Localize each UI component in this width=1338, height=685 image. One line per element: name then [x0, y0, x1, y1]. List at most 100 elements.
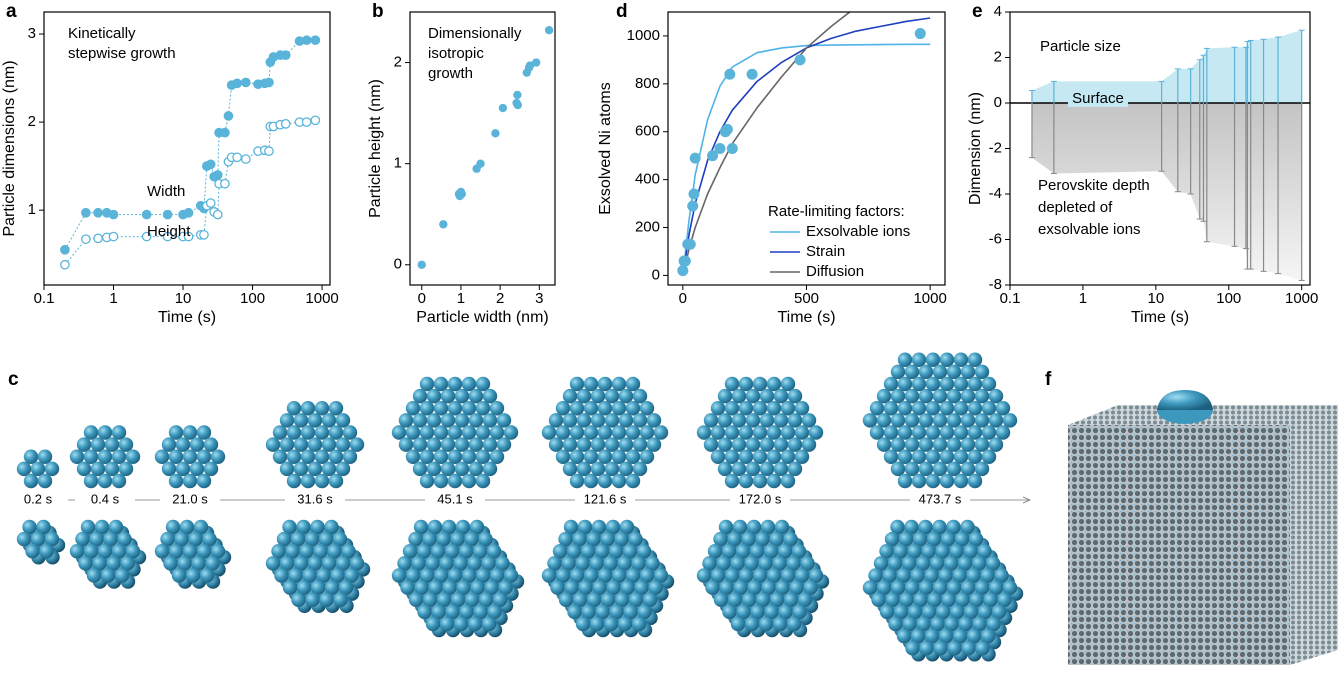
atom: [890, 461, 906, 477]
atom: [995, 401, 1011, 416]
atom: [935, 604, 951, 620]
atom: [498, 580, 513, 595]
x-tick-label: 100: [240, 290, 265, 307]
atom: [310, 580, 326, 595]
atom: [791, 544, 807, 559]
particle: [154, 425, 226, 489]
marker: [141, 209, 152, 220]
atom: [342, 449, 358, 464]
atom: [293, 413, 309, 428]
atom: [461, 401, 477, 416]
atom: [918, 437, 934, 452]
point: [688, 188, 700, 200]
atom: [319, 592, 334, 607]
atom: [803, 580, 818, 595]
panel-label: e: [972, 1, 983, 22]
y-tick-label: 1000: [627, 27, 660, 44]
atom: [631, 556, 646, 571]
atom: [285, 544, 300, 559]
point: [721, 123, 733, 135]
time-label: 31.6 s: [297, 491, 333, 506]
atom: [786, 556, 801, 571]
atom: [1002, 580, 1018, 595]
atom: [738, 449, 754, 464]
atom: [718, 519, 734, 535]
atom: [614, 531, 629, 547]
atom: [97, 425, 113, 440]
atom: [710, 425, 726, 440]
atom: [503, 425, 519, 440]
atom: [324, 580, 340, 595]
atom: [953, 401, 969, 416]
atom: [412, 461, 428, 477]
atom: [953, 376, 969, 392]
panel-label: b: [372, 1, 384, 22]
atom: [290, 531, 306, 547]
atom: [732, 519, 748, 535]
atom: [913, 592, 928, 607]
atom: [910, 568, 925, 583]
atom: [299, 544, 314, 559]
atom: [97, 449, 113, 464]
marker: [60, 259, 70, 270]
atom: [550, 580, 565, 595]
atom: [925, 449, 941, 464]
atom: [986, 616, 1001, 632]
atom: [772, 616, 788, 632]
atom: [80, 519, 96, 535]
plot-area: [60, 35, 321, 270]
atom: [125, 544, 141, 559]
marker: [162, 231, 173, 242]
atom: [988, 437, 1004, 452]
atom: [427, 519, 443, 535]
time-label-bg: [75, 491, 135, 509]
atom: [468, 461, 484, 477]
atom: [279, 437, 295, 452]
atom: [106, 556, 121, 571]
marker: [199, 229, 209, 240]
atom: [953, 449, 969, 464]
atom: [924, 568, 939, 583]
atom: [468, 388, 484, 404]
atom: [932, 413, 948, 428]
atom: [338, 580, 354, 595]
atom: [475, 473, 491, 489]
atom: [489, 401, 505, 416]
y-tick-label: -2: [989, 139, 1002, 156]
atom: [733, 580, 748, 595]
atom: [328, 473, 344, 489]
legend-title: Rate-limiting factors:: [768, 203, 905, 220]
atom: [413, 519, 429, 535]
atom: [92, 556, 107, 571]
atom: [749, 544, 765, 559]
atom: [904, 461, 920, 477]
atom: [904, 519, 919, 535]
atom: [196, 449, 212, 464]
atom: [496, 413, 512, 428]
atom: [780, 568, 796, 583]
atom: [417, 604, 432, 620]
point: [679, 255, 691, 267]
atom: [16, 461, 32, 477]
atom: [787, 437, 803, 452]
atom: [868, 568, 883, 583]
atom: [562, 413, 578, 428]
atom: [288, 568, 303, 583]
atom: [189, 461, 205, 477]
atom: [603, 616, 619, 632]
series-line: [64, 119, 316, 266]
atom: [349, 556, 365, 571]
atom: [321, 556, 337, 571]
atom: [738, 425, 754, 440]
atom: [904, 388, 920, 404]
plot-frame: [409, 11, 556, 286]
atom: [625, 425, 641, 440]
atom: [879, 604, 895, 620]
atom: [114, 568, 130, 583]
atom: [286, 425, 302, 440]
atom: [489, 568, 505, 583]
atom: [766, 401, 782, 416]
atom: [759, 413, 775, 428]
atom: [282, 519, 297, 535]
